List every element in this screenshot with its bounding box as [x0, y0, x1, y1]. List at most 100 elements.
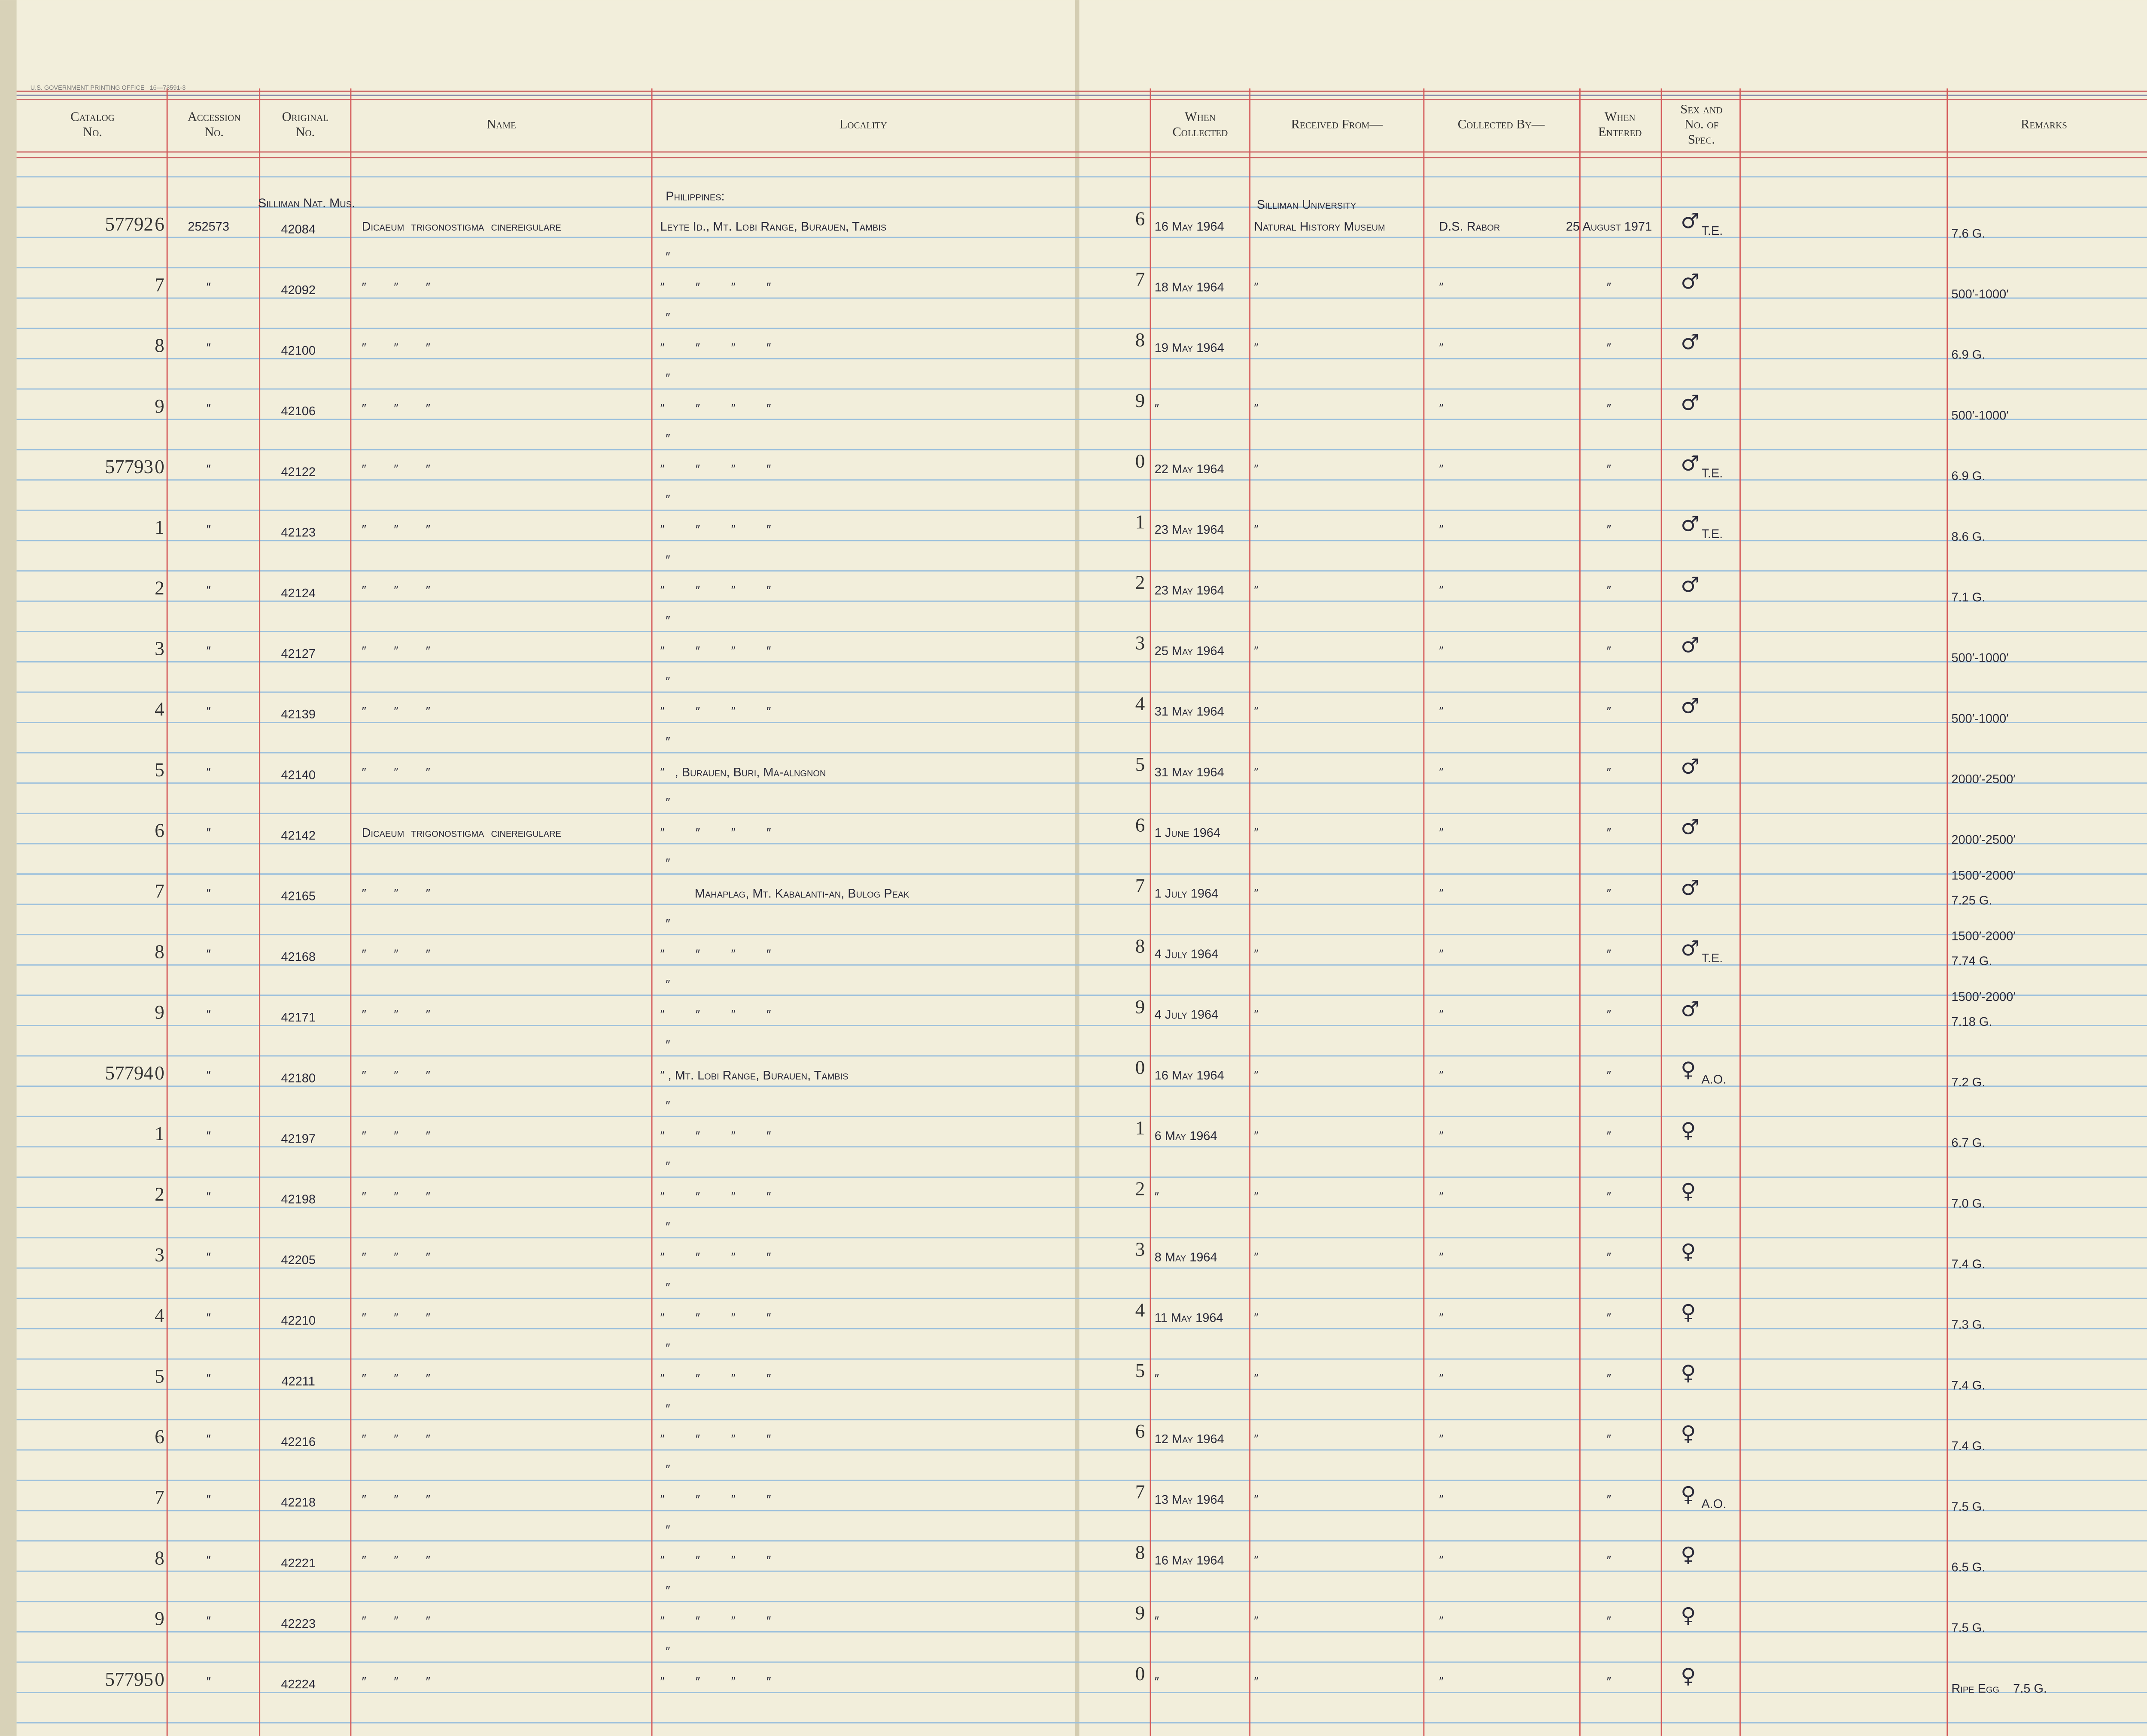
remark: 7.5 G. — [1951, 1500, 1985, 1514]
when-collected: 1 July 1964 — [1155, 887, 1218, 900]
catalog-prefix: 57795 — [105, 1669, 153, 1690]
when-entered: ″ — [1607, 1190, 1611, 1204]
remark: 6.7 G. — [1951, 1136, 1985, 1150]
right-digit: 3 — [1135, 1239, 1145, 1260]
collected-by: ″ — [1439, 645, 1443, 658]
remark: 2000′-2500′ — [1951, 772, 2015, 786]
collected-by: ″ — [1439, 1250, 1443, 1264]
when-entered: ″ — [1607, 402, 1611, 416]
column-header: Accession — [188, 109, 241, 124]
right-digit: 1 — [1135, 1117, 1145, 1139]
locality-top: ″ — [666, 311, 670, 325]
catalog-digit: 7 — [155, 1487, 164, 1508]
received-from: ″ — [1254, 826, 1258, 840]
column-header: No. — [295, 125, 315, 139]
locality-top: ″ — [666, 1038, 670, 1052]
accession-no: ″ — [207, 705, 211, 719]
name: ″ ″ ″ — [362, 1554, 430, 1567]
remark: 2000′-2500′ — [1951, 833, 2015, 847]
catalog-digit: 0 — [155, 456, 164, 477]
accession-no: ″ — [207, 1554, 211, 1567]
original-no: 42171 — [281, 1011, 315, 1025]
when-entered: ″ — [1607, 1069, 1611, 1082]
locality-top: ″ — [666, 432, 670, 446]
when-entered: ″ — [1607, 645, 1611, 658]
collected-by: ″ — [1439, 766, 1443, 779]
catalog-digit: 6 — [155, 213, 164, 235]
catalog-digit: 5 — [155, 1365, 164, 1387]
original-no: 42122 — [281, 465, 315, 479]
sex: ♂ — [1681, 330, 1699, 354]
catalog-digit: 9 — [155, 1608, 164, 1630]
locality: ″ ″ ″ ″ — [660, 826, 771, 840]
accession-no: ″ — [207, 1069, 211, 1082]
catalog-digit: 6 — [155, 1426, 164, 1447]
right-digit: 5 — [1135, 754, 1145, 775]
right-digit: 4 — [1135, 693, 1145, 714]
when-collected: ″ — [1155, 1372, 1159, 1386]
locality: ″ ″ ″ ″ — [660, 1311, 771, 1325]
original-no: 42106 — [281, 404, 315, 418]
printer-line: U.S. GOVERNMENT PRINTING OFFICE 16—73591… — [30, 85, 186, 91]
catalog-prefix: 57794 — [105, 1062, 153, 1084]
catalog-digit: 2 — [155, 577, 164, 599]
when-collected: 4 July 1964 — [1155, 948, 1218, 961]
when-collected: 1 June 1964 — [1155, 826, 1220, 840]
sex: ♀ — [1681, 1361, 1696, 1385]
locality: ″ ″ ″ ″ — [660, 402, 771, 416]
catalog-digit: 8 — [155, 1547, 164, 1569]
locality: ″ ″ ″ ″ — [660, 948, 771, 961]
sex: ♀ — [1681, 1482, 1696, 1506]
sex-note: T.E. — [1701, 527, 1723, 541]
locality: ″ ″ ″ ″ — [660, 1008, 771, 1022]
name: ″ ″ ″ — [362, 341, 430, 355]
column-header: Sex and — [1680, 102, 1722, 116]
received-from: ″ — [1254, 1554, 1258, 1567]
locality: ″ ″ ″ ″ — [660, 1614, 771, 1628]
remark: 6.5 G. — [1951, 1561, 1985, 1575]
right-digit: 8 — [1135, 329, 1145, 351]
accession-no: ″ — [207, 1493, 211, 1507]
sex: ♂ — [1681, 270, 1699, 294]
ruling — [16, 88, 2147, 1736]
locality: ″ ″ ″ ″ — [660, 1190, 771, 1204]
catalog-prefix: 57793 — [105, 456, 153, 477]
sex-note: A.O. — [1701, 1073, 1726, 1087]
sex: ♀ — [1681, 1179, 1696, 1203]
right-digit: 4 — [1135, 1299, 1145, 1321]
accession-no: ″ — [207, 280, 211, 294]
locality-top: ″ — [666, 553, 670, 567]
when-entered: ″ — [1607, 1432, 1611, 1446]
locality: ″ ″ ″ ″ — [660, 1432, 771, 1446]
accession-no: 252573 — [188, 220, 229, 234]
received-from: ″ — [1254, 280, 1258, 294]
remark: 1500′-2000′ — [1951, 869, 2015, 883]
locality-top: ″ — [666, 675, 670, 688]
right-digit: 6 — [1135, 208, 1145, 229]
received-from: ″ — [1254, 1008, 1258, 1022]
received-from: Natural History Museum — [1254, 220, 1385, 234]
right-digit: 9 — [1135, 390, 1145, 411]
name: Dicaeum trigonostigma cinereigulare — [362, 826, 561, 840]
original-no: 42205 — [281, 1253, 315, 1267]
received-from: ″ — [1254, 584, 1258, 597]
catalog-prefix: 57792 — [105, 213, 153, 235]
collected-by: ″ — [1439, 1311, 1443, 1325]
when-collected: 6 May 1964 — [1155, 1129, 1217, 1143]
received-from: ″ — [1254, 705, 1258, 719]
original-no: 42084 — [281, 223, 315, 237]
accession-no: ″ — [207, 462, 211, 476]
when-entered: ″ — [1607, 826, 1611, 840]
sex: ♀ — [1681, 1119, 1696, 1143]
collected-by: ″ — [1439, 1190, 1443, 1204]
sex: ♂ — [1681, 815, 1699, 839]
locality: ″ ″ ″ ″ — [660, 1250, 771, 1264]
locality-top: ″ — [666, 978, 670, 991]
name: ″ ″ ″ — [362, 766, 430, 779]
column-header: Original — [282, 109, 328, 124]
when-collected: 31 May 1964 — [1155, 705, 1224, 719]
accession-no: ″ — [207, 645, 211, 658]
original-no: 42124 — [281, 587, 315, 600]
original-no: 42210 — [281, 1314, 315, 1328]
remark: 1500′-2000′ — [1951, 990, 2015, 1004]
